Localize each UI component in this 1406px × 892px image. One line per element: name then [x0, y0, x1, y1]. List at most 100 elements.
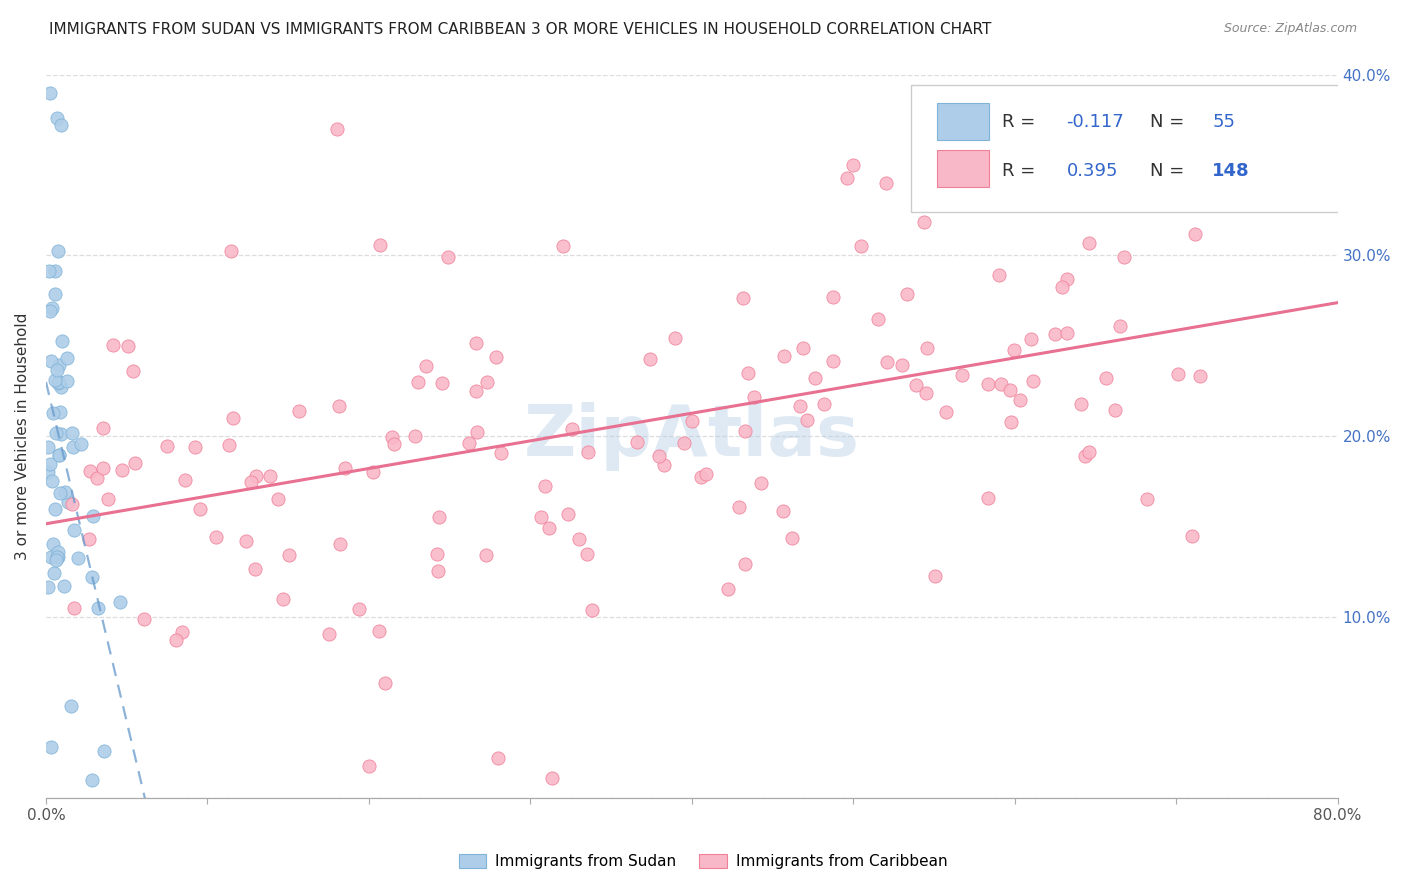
Point: [780, 531, 803, 545]
Point: [46, 376, 69, 390]
Point: [48, 358, 70, 372]
Point: [39, 354, 62, 368]
Point: [464, 336, 486, 351]
Point: [1114, 250, 1136, 264]
Point: [41, 475, 63, 489]
Point: [772, 349, 794, 363]
Point: [792, 342, 814, 356]
Point: [568, 532, 591, 546]
Point: [772, 504, 794, 518]
Point: [1095, 370, 1118, 384]
Point: [49, 118, 72, 132]
Point: [540, 771, 562, 785]
Point: [218, 438, 240, 452]
Point: [581, 602, 603, 616]
Point: [45, 363, 67, 377]
Point: [789, 399, 811, 413]
Point: [813, 397, 835, 411]
Point: [86, 471, 108, 485]
Point: [63, 523, 86, 537]
Point: [1019, 332, 1042, 346]
Point: [575, 548, 598, 562]
Point: [329, 536, 352, 550]
Point: [690, 470, 713, 484]
Point: [728, 500, 751, 514]
Point: [59, 698, 82, 713]
Point: [91, 420, 114, 434]
Point: [41, 537, 63, 551]
Point: [63, 601, 86, 615]
Point: [537, 521, 560, 535]
Point: [56, 351, 79, 365]
Point: [1002, 343, 1025, 357]
Point: [1146, 145, 1168, 160]
Point: [1000, 383, 1022, 397]
Point: [190, 501, 212, 516]
Point: [39, 740, 62, 755]
Point: [156, 439, 179, 453]
Point: [876, 355, 898, 369]
Point: [347, 602, 370, 616]
Point: [45, 553, 67, 567]
Point: [363, 466, 385, 480]
Point: [117, 339, 139, 353]
Point: [52, 578, 75, 592]
Text: N =: N =: [1150, 161, 1191, 180]
Point: [406, 376, 429, 390]
Point: [821, 290, 844, 304]
Point: [41, 301, 63, 316]
Point: [734, 557, 756, 571]
Point: [46, 244, 69, 258]
Point: [427, 564, 450, 578]
Point: [70, 437, 93, 451]
Point: [404, 429, 426, 443]
Point: [48, 448, 70, 462]
Point: [576, 445, 599, 459]
Point: [46, 545, 69, 559]
Point: [124, 456, 146, 470]
Point: [49, 486, 72, 500]
Point: [1070, 397, 1092, 411]
Point: [39, 549, 62, 564]
Point: [39, 458, 62, 472]
Point: [235, 534, 257, 549]
Point: [457, 436, 479, 450]
Point: [430, 376, 453, 390]
Point: [1136, 491, 1159, 506]
Point: [42, 406, 65, 420]
Point: [987, 268, 1010, 282]
Point: [796, 412, 818, 426]
Point: [132, 612, 155, 626]
Point: [426, 547, 449, 561]
Point: [1043, 326, 1066, 341]
Point: [44, 263, 66, 277]
Point: [485, 350, 508, 364]
Point: [731, 291, 754, 305]
Point: [45, 550, 67, 565]
Point: [82, 509, 104, 524]
Point: [77, 532, 100, 546]
Point: [868, 312, 890, 326]
Point: [465, 384, 488, 399]
Point: [640, 351, 662, 366]
Point: [652, 458, 675, 472]
Point: [103, 338, 125, 352]
Legend: Immigrants from Sudan, Immigrants from Caribbean: Immigrants from Sudan, Immigrants from C…: [453, 847, 953, 875]
Point: [205, 530, 228, 544]
Point: [37, 466, 59, 480]
Text: 0.395: 0.395: [1066, 161, 1118, 180]
Point: [219, 244, 242, 258]
Text: N =: N =: [1150, 112, 1191, 130]
Point: [44, 566, 66, 581]
Point: [977, 491, 1000, 505]
Point: [600, 58, 623, 72]
Point: [924, 569, 946, 583]
Point: [1184, 227, 1206, 242]
Point: [328, 399, 350, 413]
Point: [357, 758, 380, 772]
Point: [1008, 392, 1031, 407]
Point: [368, 238, 391, 252]
Point: [51, 334, 73, 348]
Point: [561, 422, 583, 436]
Point: [60, 497, 83, 511]
